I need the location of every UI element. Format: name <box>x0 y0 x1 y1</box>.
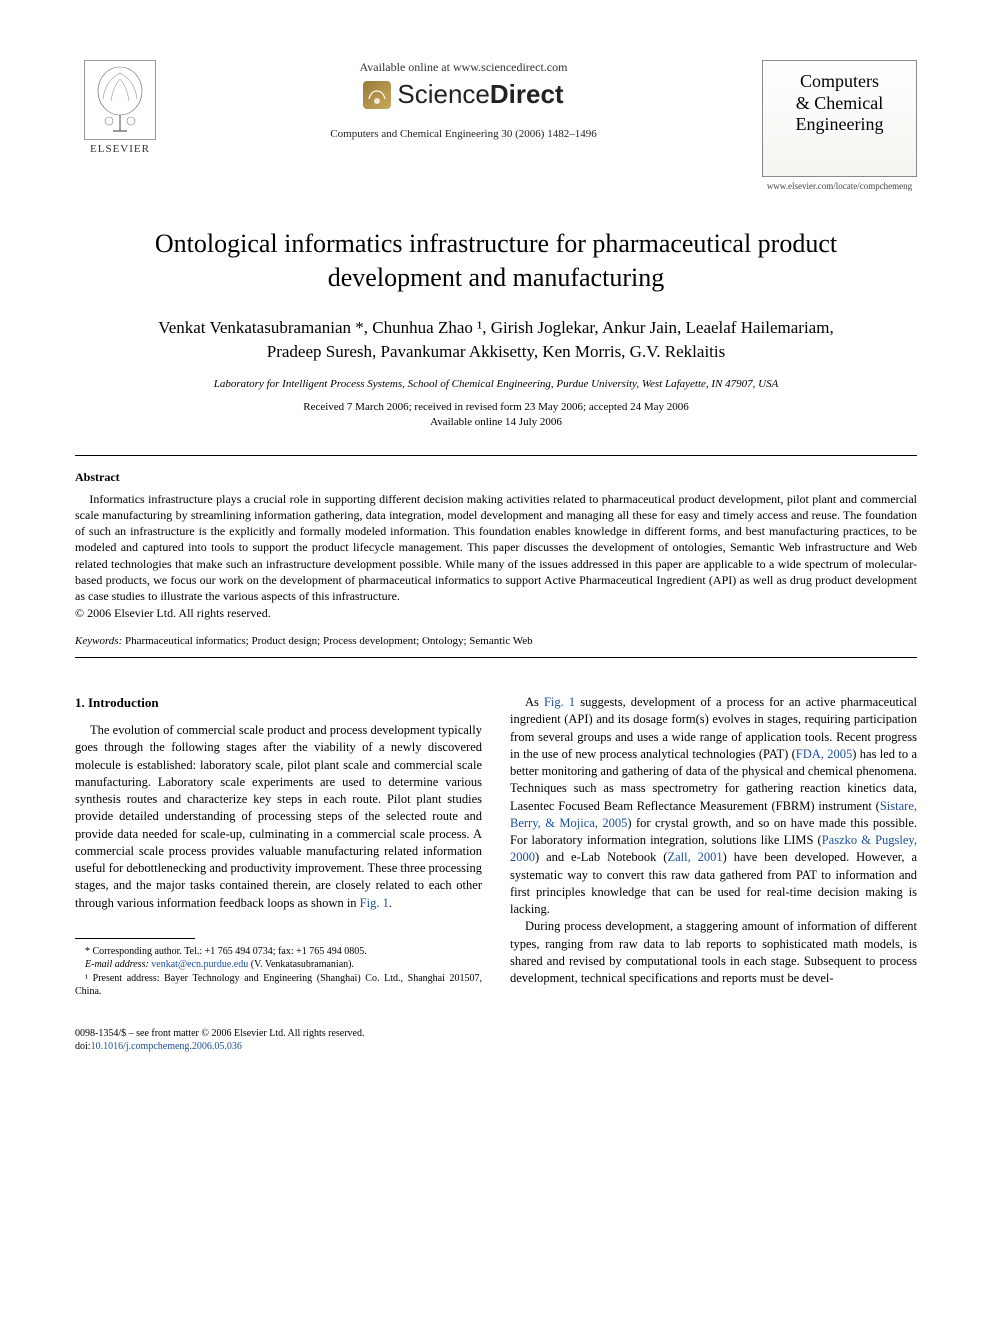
abstract-body: Informatics infrastructure plays a cruci… <box>75 491 917 604</box>
footnote-rule <box>75 938 195 939</box>
footnote-email: E-mail address: venkat@ecn.purdue.edu (V… <box>75 958 482 972</box>
sd-suffix: Direct <box>490 79 564 109</box>
email-paren: (V. Venkatasubramanian). <box>248 959 354 970</box>
section-heading: 1. Introduction <box>75 694 482 712</box>
footnotes: * Corresponding author. Tel.: +1 765 494… <box>75 945 482 999</box>
rp1-m4: ) and e-Lab Notebook ( <box>535 850 667 864</box>
keywords-text: Pharmaceutical informatics; Product desi… <box>122 635 532 647</box>
publisher-block: ELSEVIER <box>75 60 165 155</box>
ref-fda2005[interactable]: FDA, 2005 <box>796 747 852 761</box>
article-dates: Received 7 March 2006; received in revis… <box>75 400 917 431</box>
authors-line1: Venkat Venkatasubramanian *, Chunhua Zha… <box>158 318 833 337</box>
elsevier-tree-icon <box>84 60 156 140</box>
fig1-link-left[interactable]: Fig. 1 <box>360 896 389 910</box>
rule-top <box>75 455 917 456</box>
lp1-b: . <box>389 896 392 910</box>
journal-title-l2: & Chemical <box>769 93 910 115</box>
email-label: E-mail address: <box>85 959 149 970</box>
journal-title-l3: Engineering <box>769 114 910 136</box>
left-column: 1. Introduction The evolution of commerc… <box>75 694 482 999</box>
body-columns: 1. Introduction The evolution of commerc… <box>75 694 917 999</box>
right-paragraph-2: During process development, a staggering… <box>510 918 917 987</box>
right-paragraph-1: As Fig. 1 suggests, development of a pro… <box>510 694 917 918</box>
journal-title-l1: Computers <box>769 71 910 93</box>
doi-link[interactable]: 10.1016/j.compchemeng.2006.05.036 <box>91 1041 242 1052</box>
keywords-label: Keywords: <box>75 635 122 647</box>
sciencedirect-icon <box>363 81 391 109</box>
left-paragraph-1: The evolution of commercial scale produc… <box>75 722 482 912</box>
fig1-link-right[interactable]: Fig. 1 <box>544 695 575 709</box>
authors: Venkat Venkatasubramanian *, Chunhua Zha… <box>105 316 887 364</box>
dates-line1: Received 7 March 2006; received in revis… <box>303 401 689 413</box>
journal-box: Computers & Chemical Engineering www.els… <box>762 60 917 191</box>
footer-doi: doi:10.1016/j.compchemeng.2006.05.036 <box>75 1040 917 1054</box>
sd-prefix: Science <box>397 79 490 109</box>
doi-prefix: doi: <box>75 1041 91 1052</box>
footer-line1: 0098-1354/$ – see front matter © 2006 El… <box>75 1027 917 1041</box>
header-row: ELSEVIER Available online at www.science… <box>75 60 917 191</box>
email-link[interactable]: venkat@ecn.purdue.edu <box>151 959 248 970</box>
footer-info: 0098-1354/$ – see front matter © 2006 El… <box>75 1027 917 1054</box>
dates-line2: Available online 14 July 2006 <box>430 416 562 428</box>
affiliation: Laboratory for Intelligent Process Syste… <box>75 378 917 390</box>
sciencedirect-logo: ScienceDirect <box>175 79 752 110</box>
rule-bottom <box>75 657 917 658</box>
journal-title-box: Computers & Chemical Engineering <box>762 60 917 177</box>
keywords-line: Keywords: Pharmaceutical informatics; Pr… <box>75 635 917 647</box>
ref-zall2001[interactable]: Zall, 2001 <box>667 850 722 864</box>
rp1-pre: As <box>525 695 544 709</box>
abstract-copyright: © 2006 Elsevier Ltd. All rights reserved… <box>75 606 917 621</box>
footnote-corresponding: * Corresponding author. Tel.: +1 765 494… <box>75 945 482 959</box>
sciencedirect-text: ScienceDirect <box>397 79 563 110</box>
journal-url: www.elsevier.com/locate/compchemeng <box>762 181 917 191</box>
journal-reference: Computers and Chemical Engineering 30 (2… <box>175 128 752 140</box>
lp1-a: The evolution of commercial scale produc… <box>75 723 482 910</box>
authors-line2: Pradeep Suresh, Pavankumar Akkisetty, Ke… <box>267 342 725 361</box>
right-column: As Fig. 1 suggests, development of a pro… <box>510 694 917 999</box>
article-title: Ontological informatics infrastructure f… <box>95 227 897 295</box>
available-online-text: Available online at www.sciencedirect.co… <box>175 60 752 75</box>
publisher-label: ELSEVIER <box>90 143 150 155</box>
abstract-heading: Abstract <box>75 470 917 485</box>
footnote-1: ¹ Present address: Bayer Technology and … <box>75 972 482 999</box>
center-header: Available online at www.sciencedirect.co… <box>165 60 762 140</box>
page-container: ELSEVIER Available online at www.science… <box>0 0 992 1094</box>
